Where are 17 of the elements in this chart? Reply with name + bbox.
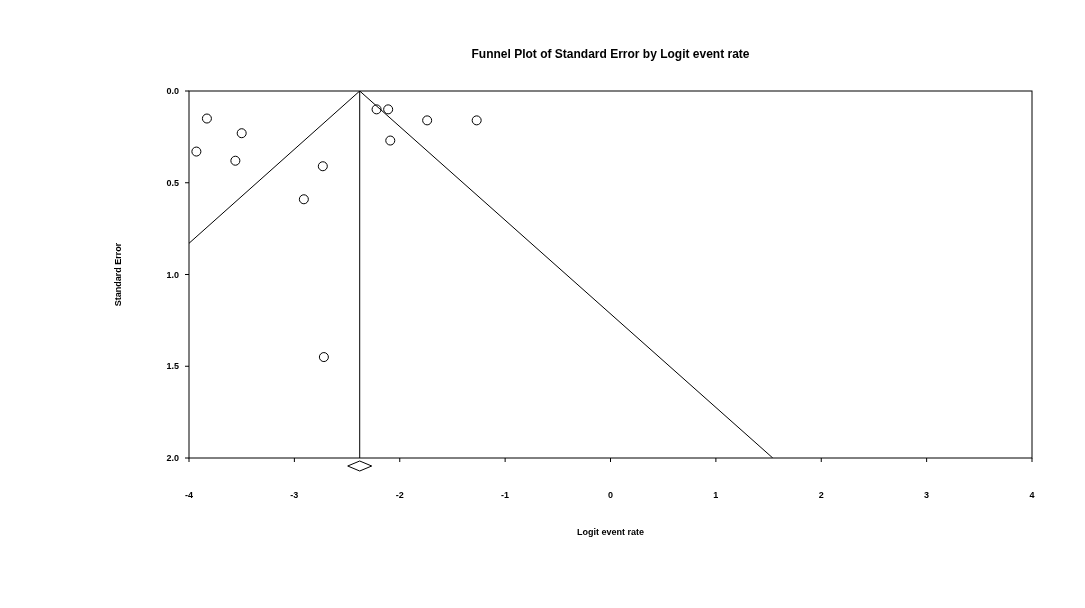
x-tick-label: 3 xyxy=(924,490,930,500)
x-tick-label: 0 xyxy=(607,490,614,500)
x-tick-label: 4 xyxy=(1029,490,1035,500)
y-tick-label: 0.0 xyxy=(166,86,179,96)
x-tick-label: -1 xyxy=(501,490,510,500)
chart-title: Funnel Plot of Standard Error by Logit event rate xyxy=(471,47,750,61)
x-tick-label: 2 xyxy=(818,490,824,500)
y-axis-title: Standard Error xyxy=(113,242,123,307)
y-tick-label: 0.5 xyxy=(166,177,179,188)
y-tick-label: 2.0 xyxy=(166,453,179,463)
x-tick-label: -3 xyxy=(290,490,299,500)
y-tick-label: 1.0 xyxy=(166,269,179,280)
x-axis-title: Logit event rate xyxy=(576,527,645,537)
x-tick-label: -4 xyxy=(184,490,194,500)
y-tick-label: 1.5 xyxy=(166,361,179,372)
x-tick-label: -2 xyxy=(395,490,404,500)
x-tick-label: 1 xyxy=(713,490,719,500)
